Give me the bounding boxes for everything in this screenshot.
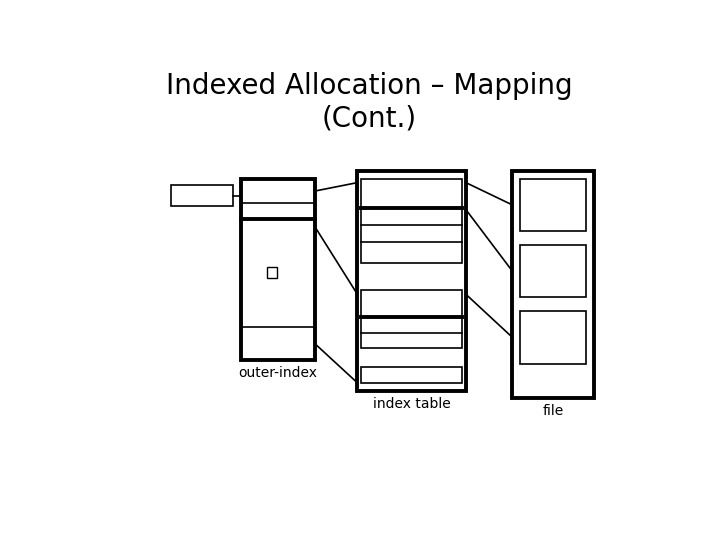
Bar [171, 185, 233, 206]
Bar [361, 291, 462, 348]
Bar [266, 267, 277, 278]
Bar [241, 179, 315, 360]
Bar [361, 179, 462, 264]
Bar [520, 179, 586, 231]
Text: Indexed Allocation – Mapping
(Cont.): Indexed Allocation – Mapping (Cont.) [166, 72, 572, 133]
Bar [361, 367, 462, 383]
Bar [513, 171, 594, 398]
Bar [520, 311, 586, 363]
Text: file: file [542, 404, 564, 418]
Bar [520, 245, 586, 298]
Text: outer-index: outer-index [238, 366, 318, 380]
Text: index table: index table [373, 397, 451, 410]
Bar [357, 171, 466, 390]
